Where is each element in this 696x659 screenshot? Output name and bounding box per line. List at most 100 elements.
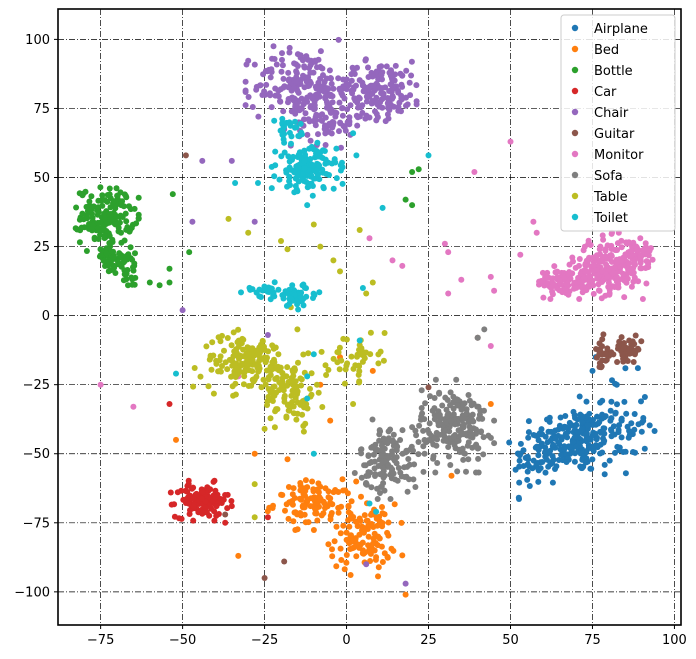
y-tick-label: 25 (33, 240, 50, 255)
data-point (387, 496, 394, 502)
data-point (550, 281, 557, 288)
data-point (571, 434, 578, 441)
data-point (344, 106, 351, 113)
data-point (325, 541, 332, 548)
x-tick-label: 75 (584, 633, 601, 648)
data-point (597, 399, 604, 406)
data-point (364, 92, 371, 99)
data-point (316, 84, 323, 91)
data-point (622, 470, 629, 477)
data-point (358, 474, 365, 481)
data-point (474, 403, 481, 410)
data-point (507, 138, 514, 145)
data-point (563, 459, 570, 465)
data-point (76, 239, 83, 246)
data-point (433, 413, 440, 420)
data-point (412, 484, 419, 490)
data-point (433, 429, 440, 436)
data-point (335, 75, 342, 82)
data-point (600, 236, 607, 243)
data-point (103, 228, 110, 234)
data-point (454, 468, 461, 475)
legend-label-guitar: Guitar (594, 127, 635, 142)
data-point (294, 326, 301, 333)
data-point (395, 87, 401, 94)
data-point (232, 380, 239, 387)
data-point (409, 424, 416, 431)
data-point (402, 449, 409, 456)
data-point (305, 74, 312, 81)
data-point (547, 296, 554, 302)
data-point (573, 422, 580, 429)
data-point (295, 178, 302, 185)
data-point (73, 204, 80, 211)
data-point (299, 411, 306, 418)
data-point (264, 514, 271, 521)
data-point (209, 339, 216, 346)
data-point (336, 344, 343, 351)
data-point (338, 503, 345, 510)
data-point (604, 345, 611, 352)
data-point (425, 384, 432, 391)
data-point (638, 338, 645, 345)
data-point (120, 203, 127, 210)
data-point (487, 343, 494, 349)
data-point (583, 398, 590, 405)
data-point (597, 450, 604, 457)
data-point (389, 448, 396, 455)
data-point (260, 356, 267, 363)
data-point (398, 108, 404, 115)
y-tick-label: 75 (33, 102, 50, 117)
data-point (290, 518, 297, 525)
data-point (463, 468, 469, 475)
data-point (474, 334, 481, 341)
data-point (211, 517, 218, 524)
data-point (279, 56, 285, 63)
data-point (370, 540, 376, 547)
data-point (313, 505, 319, 512)
data-point (103, 245, 110, 252)
data-point (362, 56, 369, 63)
data-point (235, 337, 242, 344)
plot-frame (57, 8, 682, 626)
data-point (544, 416, 550, 423)
data-point (190, 495, 197, 502)
data-point (614, 359, 621, 365)
data-point (432, 376, 439, 383)
data-point (291, 60, 298, 67)
data-point (310, 527, 317, 533)
data-point (268, 367, 275, 374)
data-point (307, 503, 314, 510)
data-point (601, 430, 608, 437)
data-point (135, 211, 142, 218)
data-point (418, 387, 425, 394)
data-point (233, 365, 239, 372)
data-point (529, 465, 536, 472)
data-point (549, 291, 556, 298)
data-point (83, 203, 90, 210)
data-point (79, 192, 86, 199)
data-point (72, 225, 79, 232)
data-point (292, 183, 299, 189)
data-point (146, 279, 153, 286)
data-point (439, 402, 446, 409)
data-point (557, 414, 564, 421)
data-point (105, 262, 112, 269)
data-point (633, 247, 640, 254)
data-point (94, 219, 101, 226)
data-point (129, 256, 136, 263)
data-point (468, 417, 475, 424)
data-point (590, 448, 597, 454)
data-point (465, 456, 472, 463)
data-point (224, 505, 231, 512)
data-point (380, 357, 387, 364)
data-point (189, 218, 196, 225)
data-point (578, 279, 585, 286)
data-point (525, 418, 532, 425)
data-point (219, 332, 225, 339)
data-point (279, 115, 286, 122)
data-point (341, 566, 348, 573)
data-point (473, 469, 479, 476)
data-point (459, 430, 466, 437)
data-point (363, 98, 370, 105)
